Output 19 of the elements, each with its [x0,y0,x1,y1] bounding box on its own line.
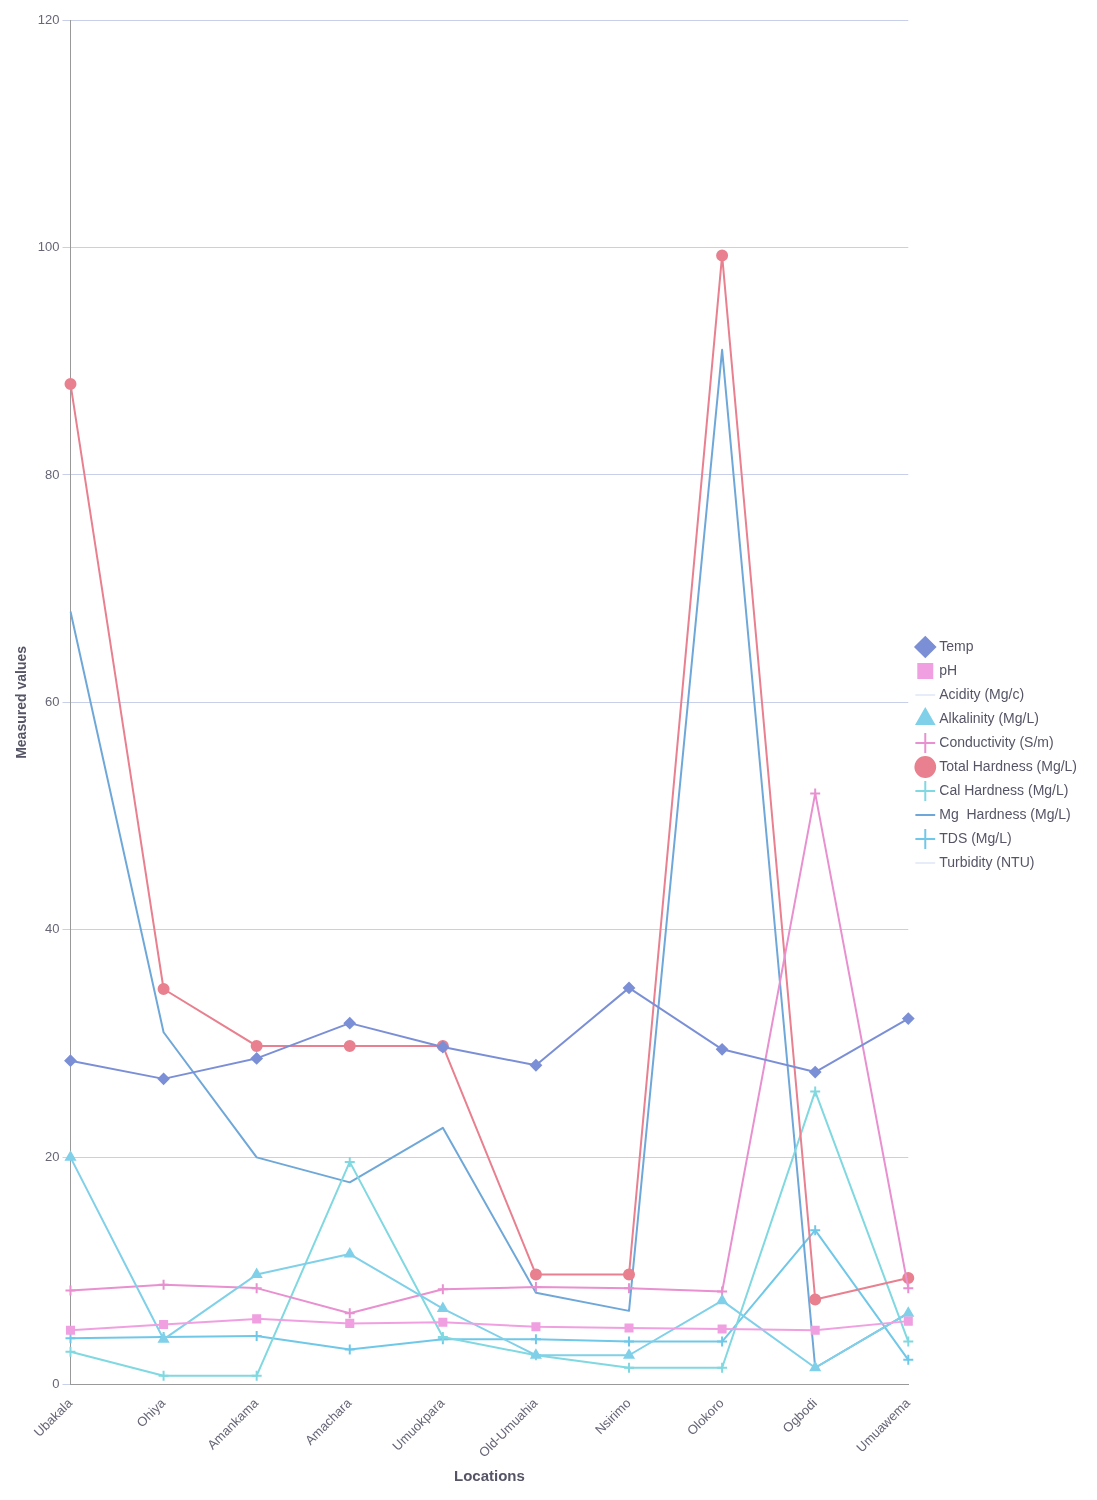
legend-label: Cal Hardness (Mg/L) [939,781,1069,798]
y-axis-title: Measured values [13,645,30,759]
legend-label: TDS (Mg/L) [939,829,1012,846]
y-tick-label: 20 [45,1148,60,1164]
legend-label: Total Hardness (Mg/L) [939,757,1077,774]
legend-label: Temp [939,637,974,654]
y-tick-label: 40 [45,921,60,937]
y-tick-label: 80 [45,466,60,482]
x-axis-title: Locations [453,1467,525,1485]
legend-label: pH [939,661,958,678]
y-tick-label: 120 [37,11,60,27]
y-tick-label: 100 [37,239,60,255]
legend-label: Acidity (Mg/c) [939,685,1025,702]
y-tick-label: 0 [52,1376,60,1392]
legend-label: Alkalinity (Mg/L) [939,709,1039,726]
y-tick-label: 60 [45,693,60,709]
legend-label: Mg Hardness (Mg/L) [939,805,1071,822]
legend-label: Conductivity (S/m) [939,733,1054,750]
legend-label: Turbidity (NTU) [939,853,1035,870]
